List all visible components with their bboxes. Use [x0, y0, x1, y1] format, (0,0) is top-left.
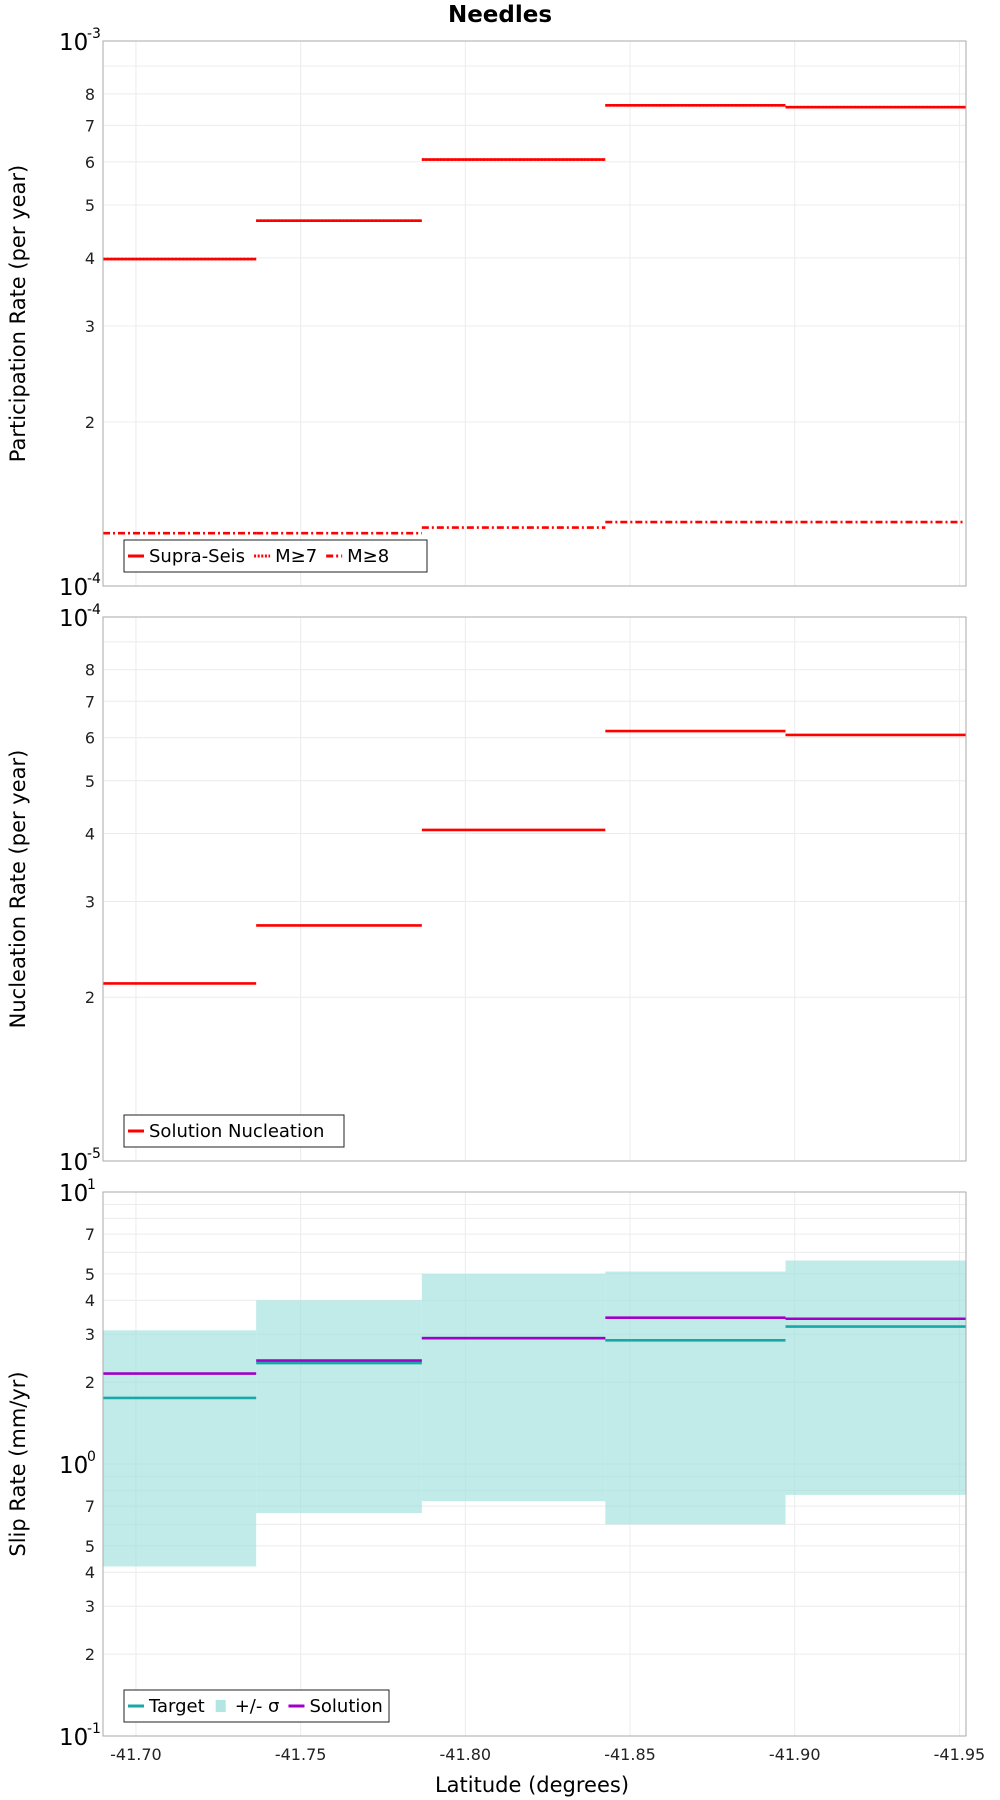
y-decade-label: 10 [59, 1150, 88, 1176]
y-tick-label: 5 [85, 1265, 95, 1284]
y-tick-label: 2 [85, 1645, 95, 1664]
x-tick-label: -41.70 [110, 1745, 162, 1764]
x-tick-label: -41.75 [275, 1745, 327, 1764]
y-axis-label: Nucleation Rate (per year) [6, 750, 30, 1029]
y-decade-label: 10 [59, 1453, 88, 1479]
legend: Solution Nucleation [123, 1114, 345, 1148]
y-tick-label: 5 [85, 196, 95, 215]
y-tick-label: 7 [85, 1225, 95, 1244]
y-tick-label: 5 [85, 1537, 95, 1556]
y-decade-exponent: 0 [87, 1449, 96, 1465]
x-tick-label: -41.85 [604, 1745, 656, 1764]
x-tick-label: -41.80 [440, 1745, 492, 1764]
sigma-band-segment [103, 1330, 257, 1567]
y-tick-label: 3 [85, 1597, 95, 1616]
y-tick-label: 4 [85, 824, 95, 843]
legend-box [123, 1114, 345, 1148]
y-tick-label: 3 [85, 317, 95, 336]
y-tick-label: 7 [85, 116, 95, 135]
sigma-band-segment [256, 1300, 422, 1514]
y-axis-label: Slip Rate (mm/yr) [6, 1371, 30, 1556]
y-decade-label: 10 [59, 1725, 88, 1751]
sigma-band-segment [605, 1271, 786, 1525]
y-decade-exponent: -4 [87, 602, 101, 618]
y-tick-label: 3 [85, 1325, 95, 1344]
y-tick-label: 6 [85, 153, 95, 172]
legend-entry: Supra-Seis [149, 546, 245, 567]
y-decade-exponent: 1 [87, 1177, 96, 1193]
y-decade-label: 10 [59, 575, 88, 601]
legend: Target +/- σ Solution [123, 1689, 390, 1723]
y-tick-label: 7 [85, 1497, 95, 1516]
y-tick-label: 4 [85, 1291, 95, 1310]
y-decade-exponent: -4 [87, 571, 101, 587]
plot-frame [102, 1191, 967, 1737]
legend-swatch [215, 1700, 226, 1712]
sigma-band-segment [785, 1260, 966, 1495]
y-tick-label: 8 [85, 661, 95, 680]
legend-entry: Solution [309, 1696, 382, 1717]
legend-entry: M≥7 [275, 546, 317, 567]
legend-box [123, 1689, 390, 1723]
y-decade-label: 10 [59, 30, 88, 56]
plot-frame [102, 40, 967, 587]
legend-entry: Solution Nucleation [149, 1121, 324, 1142]
y-decade-exponent: -1 [87, 1721, 101, 1737]
y-tick-label: 3 [85, 892, 95, 911]
plot-frame [102, 616, 967, 1162]
y-tick-label: 2 [85, 413, 95, 432]
y-tick-label: 8 [85, 85, 95, 104]
y-tick-label: 5 [85, 772, 95, 791]
y-tick-label: 2 [85, 988, 95, 1007]
legend-entry: M≥8 [347, 546, 389, 567]
y-tick-label: 4 [85, 1563, 95, 1582]
y-tick-label: 6 [85, 729, 95, 748]
y-decade-label: 10 [59, 1181, 88, 1207]
y-decade-exponent: -3 [87, 26, 101, 42]
y-tick-label: 7 [85, 692, 95, 711]
sigma-band-segment [421, 1273, 606, 1502]
y-decade-exponent: -5 [87, 1146, 101, 1162]
chart-title: Needles [448, 2, 552, 28]
x-tick-label: -41.90 [769, 1745, 821, 1764]
legend-entry: +/- σ [235, 1696, 280, 1717]
x-axis-label: Latitude (degrees) [435, 1773, 629, 1797]
y-tick-label: 2 [85, 1373, 95, 1392]
y-decade-label: 10 [59, 606, 88, 632]
x-tick-label: -41.95 [934, 1745, 986, 1764]
legend: Supra-Seis M≥7 M≥8 [123, 539, 428, 573]
y-axis-label: Participation Rate (per year) [6, 165, 30, 462]
legend-box [123, 539, 428, 573]
y-tick-label: 4 [85, 249, 95, 268]
legend-entry: Target [148, 1696, 205, 1717]
